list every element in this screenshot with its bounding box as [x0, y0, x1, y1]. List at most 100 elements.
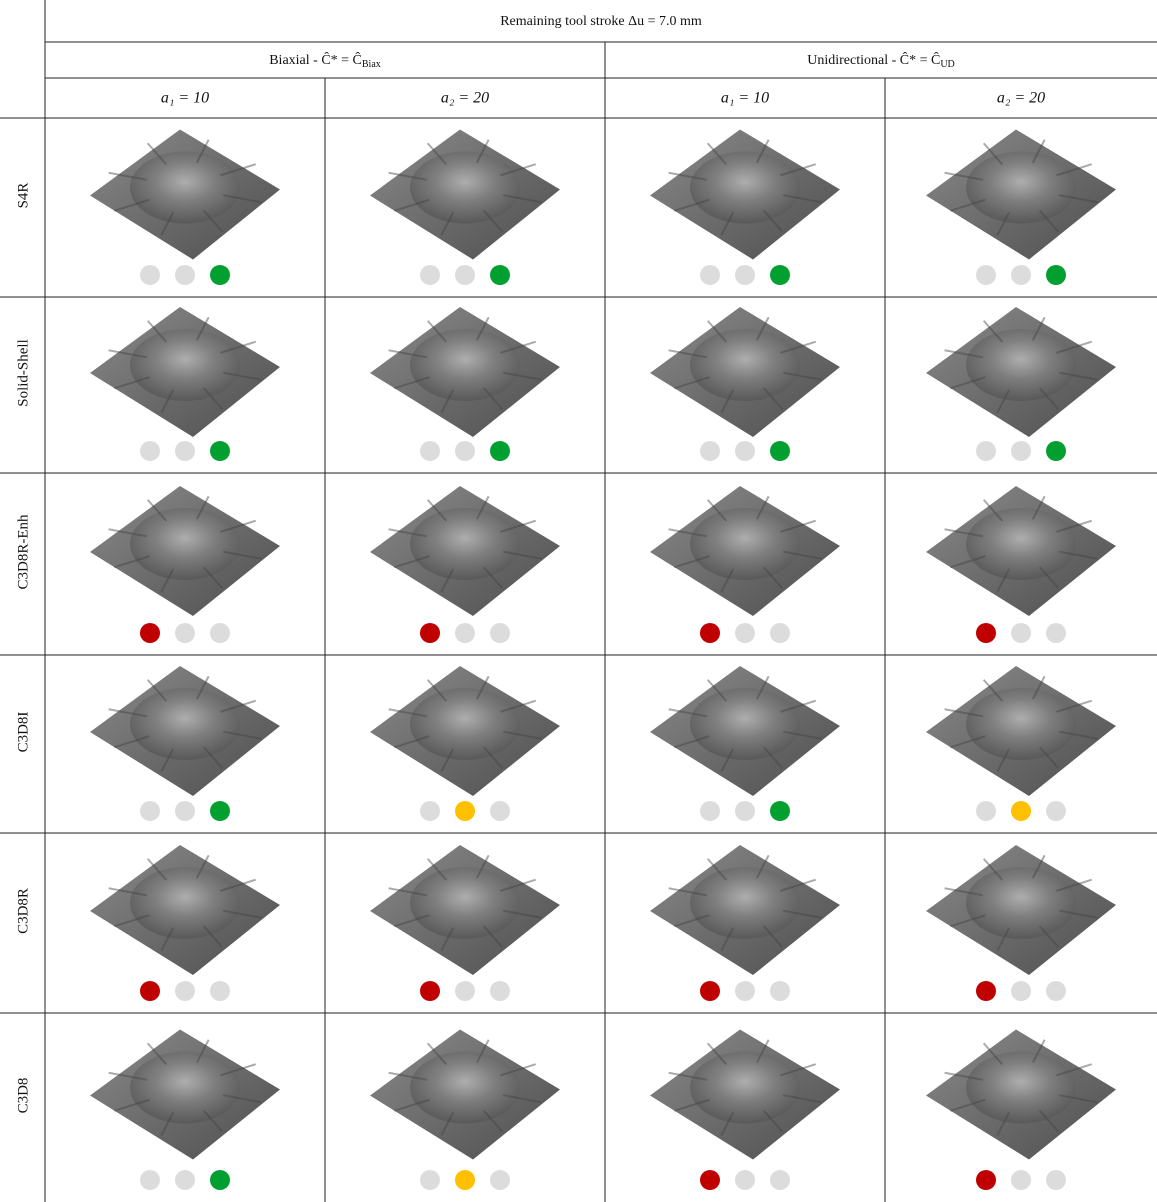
wrinkle: [160, 748, 175, 773]
wrinkle: [388, 528, 427, 538]
wrinkle: [944, 171, 983, 181]
wrinkle: [706, 142, 728, 166]
group-label: Biaxial - Ĉ* = ĈBiax: [269, 51, 381, 70]
wrinkle: [755, 854, 770, 879]
wrinkle: [108, 708, 147, 718]
status-lamp-off: [1046, 981, 1066, 1001]
deformed-sheet: [926, 129, 1116, 260]
wrinkle: [673, 735, 710, 749]
wrinkle: [762, 925, 784, 948]
wrinkle: [202, 566, 224, 589]
wrinkle: [220, 519, 257, 533]
wrinkle: [944, 1071, 983, 1081]
dome: [410, 867, 520, 939]
wrinkle: [944, 708, 983, 718]
wrinkle: [223, 909, 262, 919]
status-lamp-off: [455, 441, 475, 461]
wrinkle: [108, 171, 147, 181]
wrinkle: [426, 1042, 448, 1066]
status-lamp-off: [976, 441, 996, 461]
row-label: Solid-Shell: [15, 339, 31, 407]
deformed-sheet: [370, 129, 560, 260]
wrinkle: [1031, 675, 1046, 700]
status-lamp-off: [700, 265, 720, 285]
deformed-sheet: [90, 1029, 280, 1160]
status-lamp-off: [700, 441, 720, 461]
column-label: a₂ = 20: [441, 90, 489, 107]
status-lamp-off: [1046, 801, 1066, 821]
status-lamp-off: [490, 623, 510, 643]
wrinkle: [393, 735, 430, 749]
wrinkle: [762, 1109, 784, 1133]
wrinkle: [1056, 163, 1093, 177]
wrinkle: [1031, 854, 1046, 879]
wrinkle: [195, 854, 210, 879]
dome: [410, 508, 520, 580]
dome: [966, 1051, 1076, 1124]
wrinkle: [673, 376, 710, 390]
wrinkle: [755, 1039, 770, 1064]
wrinkle: [220, 340, 257, 354]
wrinkle: [783, 1094, 822, 1104]
status-lamp-off: [1046, 623, 1066, 643]
status-lamp-off: [1011, 623, 1031, 643]
wrinkle: [500, 699, 537, 713]
status-lamp-off: [210, 623, 230, 643]
dome: [690, 151, 800, 224]
wrinkle: [223, 550, 262, 560]
wrinkle: [982, 1042, 1004, 1066]
status-lamp-off: [735, 441, 755, 461]
wrinkle: [1038, 925, 1060, 948]
status-lamp-off: [140, 1170, 160, 1190]
status-lamp-off: [420, 801, 440, 821]
dome: [130, 508, 240, 580]
status-lamp-off: [175, 981, 195, 1001]
wrinkle: [783, 194, 822, 204]
status-lamp-on: [455, 1170, 475, 1190]
wrinkle: [755, 675, 770, 700]
dome: [690, 1051, 800, 1124]
wrinkle: [393, 376, 430, 390]
wrinkle: [440, 211, 455, 236]
wrinkle: [220, 699, 257, 713]
group-subscript: Biax: [362, 59, 381, 70]
wrinkle: [393, 198, 430, 212]
wrinkle: [673, 555, 710, 569]
wrinkle: [202, 209, 224, 233]
status-lamp-off: [700, 801, 720, 821]
status-lamp-on: [1046, 441, 1066, 461]
wrinkle: [706, 1042, 728, 1066]
wrinkle: [1056, 1063, 1093, 1077]
deformed-sheet: [90, 486, 280, 616]
wrinkle: [475, 495, 490, 520]
status-lamp-off: [210, 981, 230, 1001]
wrinkle: [160, 211, 175, 236]
wrinkle: [755, 495, 770, 520]
status-lamp-off: [175, 1170, 195, 1190]
wrinkle: [706, 320, 728, 343]
wrinkle: [720, 748, 735, 773]
wrinkle: [475, 1039, 490, 1064]
wrinkle: [393, 1098, 430, 1112]
wrinkle: [146, 858, 168, 881]
wrinkle: [1031, 316, 1046, 341]
dome: [690, 508, 800, 580]
header-title: Remaining tool stroke Δu = 7.0 mm: [500, 14, 702, 29]
wrinkle: [202, 925, 224, 948]
dome: [410, 1051, 520, 1124]
deformed-sheet: [926, 666, 1116, 796]
status-lamp-on: [700, 981, 720, 1001]
wrinkle: [1056, 878, 1093, 892]
wrinkle: [475, 854, 490, 879]
status-lamp-off: [735, 1170, 755, 1190]
wrinkle: [982, 142, 1004, 166]
wrinkle: [944, 887, 983, 897]
deformed-sheet: [370, 307, 560, 437]
wrinkle: [949, 198, 986, 212]
column-label: a₁ = 10: [721, 90, 769, 107]
wrinkle: [668, 171, 707, 181]
deformed-sheet: [926, 486, 1116, 616]
wrinkle: [160, 568, 175, 593]
status-lamp-on: [455, 801, 475, 821]
wrinkle: [1059, 550, 1098, 560]
